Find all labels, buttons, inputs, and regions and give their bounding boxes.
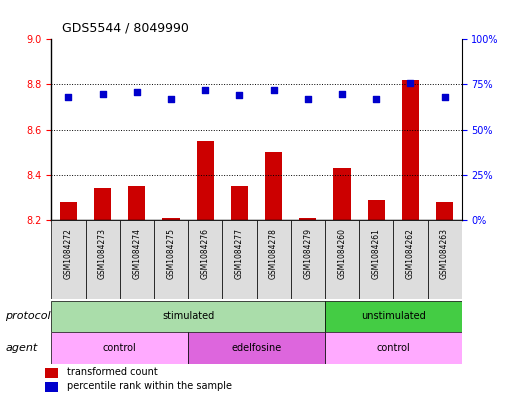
Text: protocol: protocol [5,311,51,321]
Bar [402,80,419,220]
Bar [333,168,350,220]
Text: edelfosine: edelfosine [231,343,282,353]
Bar [368,200,385,220]
Text: agent: agent [5,343,37,353]
FancyBboxPatch shape [359,220,393,299]
Bar [128,186,145,220]
Bar [299,218,317,220]
Text: GSM1084274: GSM1084274 [132,228,141,279]
FancyBboxPatch shape [256,220,291,299]
Bar [51,332,188,364]
Text: stimulated: stimulated [162,311,214,321]
Text: GSM1084273: GSM1084273 [98,228,107,279]
FancyBboxPatch shape [291,220,325,299]
FancyBboxPatch shape [86,220,120,299]
Bar [196,141,214,220]
FancyBboxPatch shape [427,220,462,299]
Text: GSM1084275: GSM1084275 [167,228,175,279]
Bar [60,202,77,220]
Point [133,88,141,95]
Text: GSM1084260: GSM1084260 [338,228,346,279]
Point [269,87,278,93]
Point [406,79,415,86]
Text: GSM1084262: GSM1084262 [406,228,415,279]
Point [338,90,346,97]
Text: transformed count: transformed count [67,367,158,377]
Text: GSM1084277: GSM1084277 [235,228,244,279]
Bar [94,188,111,220]
Point [167,96,175,102]
Bar [51,301,325,332]
FancyBboxPatch shape [154,220,188,299]
Bar [163,218,180,220]
Text: percentile rank within the sample: percentile rank within the sample [67,381,232,391]
Text: GSM1084272: GSM1084272 [64,228,73,279]
FancyBboxPatch shape [325,220,359,299]
Text: GSM1084278: GSM1084278 [269,228,278,279]
Point [64,94,72,100]
Text: GSM1084261: GSM1084261 [372,228,381,279]
Text: unstimulated: unstimulated [361,311,426,321]
Text: control: control [377,343,410,353]
Point [201,87,209,93]
Bar [325,332,462,364]
Bar [45,368,58,378]
Text: GDS5544 / 8049990: GDS5544 / 8049990 [62,21,188,34]
FancyBboxPatch shape [120,220,154,299]
FancyBboxPatch shape [188,220,222,299]
Bar [436,202,453,220]
Point [372,96,380,102]
FancyBboxPatch shape [393,220,427,299]
Point [441,94,449,100]
Text: GSM1084279: GSM1084279 [303,228,312,279]
Point [235,92,244,99]
Point [304,96,312,102]
Text: GSM1084263: GSM1084263 [440,228,449,279]
Text: control: control [103,343,136,353]
Text: GSM1084276: GSM1084276 [201,228,210,279]
Bar [231,186,248,220]
Bar [265,152,282,220]
FancyBboxPatch shape [222,220,256,299]
Bar [325,301,462,332]
Bar [188,332,325,364]
Point [98,90,107,97]
FancyBboxPatch shape [51,220,86,299]
Bar [45,382,58,391]
